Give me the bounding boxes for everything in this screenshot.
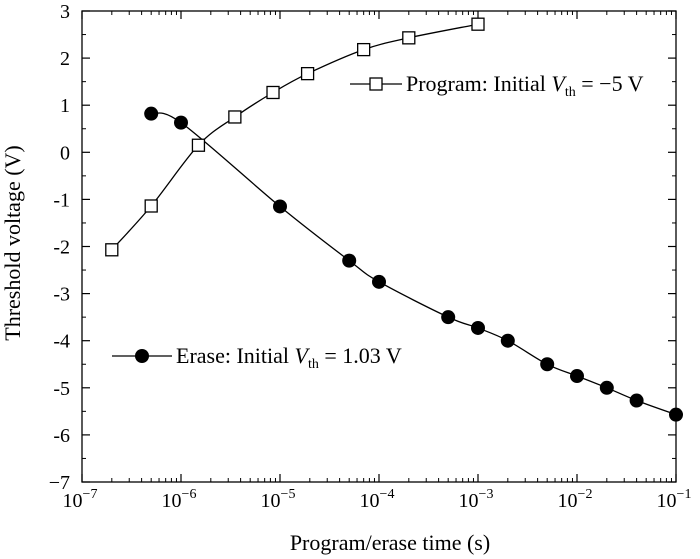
erase-data-point — [471, 320, 485, 335]
y-tick-label: 0 — [60, 142, 70, 164]
legend-marker-circle — [135, 349, 149, 363]
program-data-point — [144, 199, 158, 213]
program-data-point — [402, 31, 416, 45]
erase-data-point — [342, 253, 357, 268]
erase-data-point — [540, 357, 555, 372]
program-data-point — [266, 85, 280, 100]
y-tick-label: -5 — [53, 378, 70, 400]
x-tick-label: 10−2 — [558, 487, 593, 512]
program-data-point — [191, 138, 206, 152]
erase-data-point — [500, 333, 515, 348]
y-tick-label: 3 — [60, 1, 70, 23]
legend-label: Erase: Initial Vth = 1.03 V — [176, 343, 402, 372]
y-tick-label: -2 — [53, 237, 70, 259]
x-tick-label: 10−1 — [657, 487, 692, 512]
erase-data-point — [144, 106, 159, 121]
x-tick-label: 10−7 — [63, 487, 98, 512]
series-line-program — [111, 23, 479, 251]
legend-erase: Erase: Initial Vth = 1.03 V — [112, 343, 402, 372]
x-tick-label: 10−6 — [162, 487, 197, 512]
program-data-point — [105, 243, 119, 257]
erase-data-point — [669, 407, 683, 422]
legend-marker-square — [369, 77, 383, 91]
y-tick-label: 2 — [60, 48, 70, 70]
y-tick-label: -1 — [53, 189, 70, 211]
series-line-erase — [151, 112, 677, 416]
y-tick-label: 1 — [60, 95, 70, 117]
erase-data-point — [273, 199, 287, 214]
program-data-point — [300, 66, 315, 81]
erase-data-point — [441, 310, 456, 325]
erase-data-point — [629, 393, 644, 408]
x-axis-title: Program/erase time (s) — [290, 530, 490, 555]
program-data-point — [357, 42, 371, 57]
legend-program: Program: Initial Vth = −5 V — [350, 71, 644, 100]
erase-data-point — [372, 274, 386, 289]
erase-data-point — [570, 369, 584, 384]
legend-label: Program: Initial Vth = −5 V — [406, 71, 644, 100]
y-tick-label: -6 — [53, 425, 70, 447]
x-tick-label: 10−3 — [459, 487, 494, 512]
program-data-point — [471, 17, 485, 31]
erase-data-point — [174, 115, 188, 130]
y-tick-label: −7 — [49, 472, 70, 494]
program-data-point — [228, 110, 242, 124]
erase-data-point — [599, 380, 614, 395]
x-tick-label: 10−4 — [360, 487, 395, 512]
x-tick-label: 10−5 — [261, 487, 296, 512]
y-axis-title: Threshold voltage (V) — [0, 145, 25, 341]
y-tick-label: -3 — [53, 284, 70, 306]
y-tick-label: -4 — [53, 331, 70, 353]
